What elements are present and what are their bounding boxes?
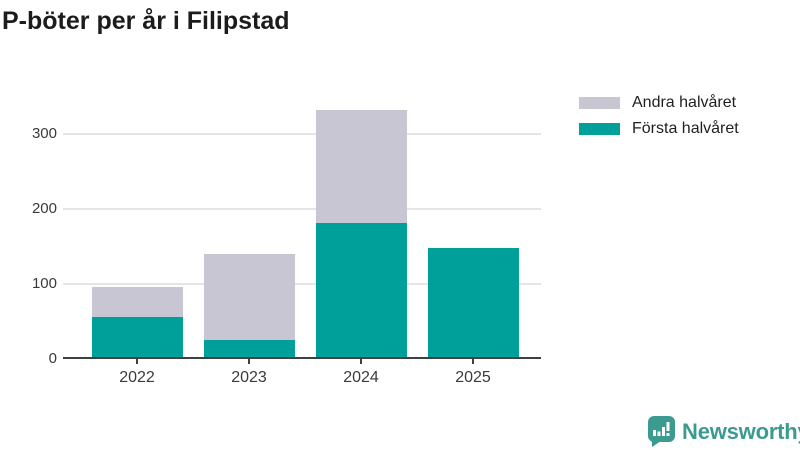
- x-tick-label-2024: 2024: [343, 369, 379, 386]
- bar-segment-2023-andra: [203, 254, 295, 340]
- x-tick-2023: [248, 359, 250, 364]
- bar-segment-2024-forsta: [315, 222, 407, 359]
- newsworthy-logo[interactable]: Newsworthy: [648, 416, 800, 447]
- gridline-100: [63, 282, 541, 285]
- x-tick-2022: [136, 359, 138, 364]
- x-axis-line: [63, 357, 541, 359]
- legend-item-andra-halvaret: Andra halvåret: [579, 93, 739, 112]
- gridline-200: [63, 207, 541, 210]
- legend-swatch-andra-halvaret: [579, 96, 620, 109]
- bar-segment-2022-andra: [91, 287, 183, 318]
- legend: Andra halvåret Första halvåret: [579, 93, 739, 138]
- bar-segment-2022-forsta: [91, 317, 183, 359]
- x-tick-label-2022: 2022: [119, 369, 155, 386]
- y-tick-label: 200: [31, 199, 57, 217]
- y-tick-label: 100: [31, 274, 57, 292]
- bar-segment-2023-forsta: [203, 339, 295, 359]
- legend-label-andra-halvaret: Andra halvåret: [632, 93, 737, 111]
- x-tick-label-2023: 2023: [231, 369, 267, 386]
- x-tick-2025: [472, 359, 474, 364]
- bar-segment-2024-andra: [315, 110, 407, 223]
- x-tick-label-2025: 2025: [455, 369, 491, 386]
- legend-swatch-forsta-halvaret: [579, 122, 620, 135]
- y-tick-label: 0: [48, 349, 57, 367]
- bar-segment-2025-forsta: [427, 247, 519, 359]
- gridline-300: [63, 132, 541, 135]
- legend-item-forsta-halvaret: Första halvåret: [579, 119, 739, 138]
- legend-label-forsta-halvaret: Första halvåret: [632, 119, 739, 137]
- chart-title: P-böter per år i Filipstad: [2, 7, 290, 35]
- newsworthy-logo-icon: [648, 416, 675, 447]
- y-tick-label: 300: [31, 124, 57, 142]
- newsworthy-logo-text: Newsworthy: [682, 419, 800, 444]
- x-tick-2024: [360, 359, 362, 364]
